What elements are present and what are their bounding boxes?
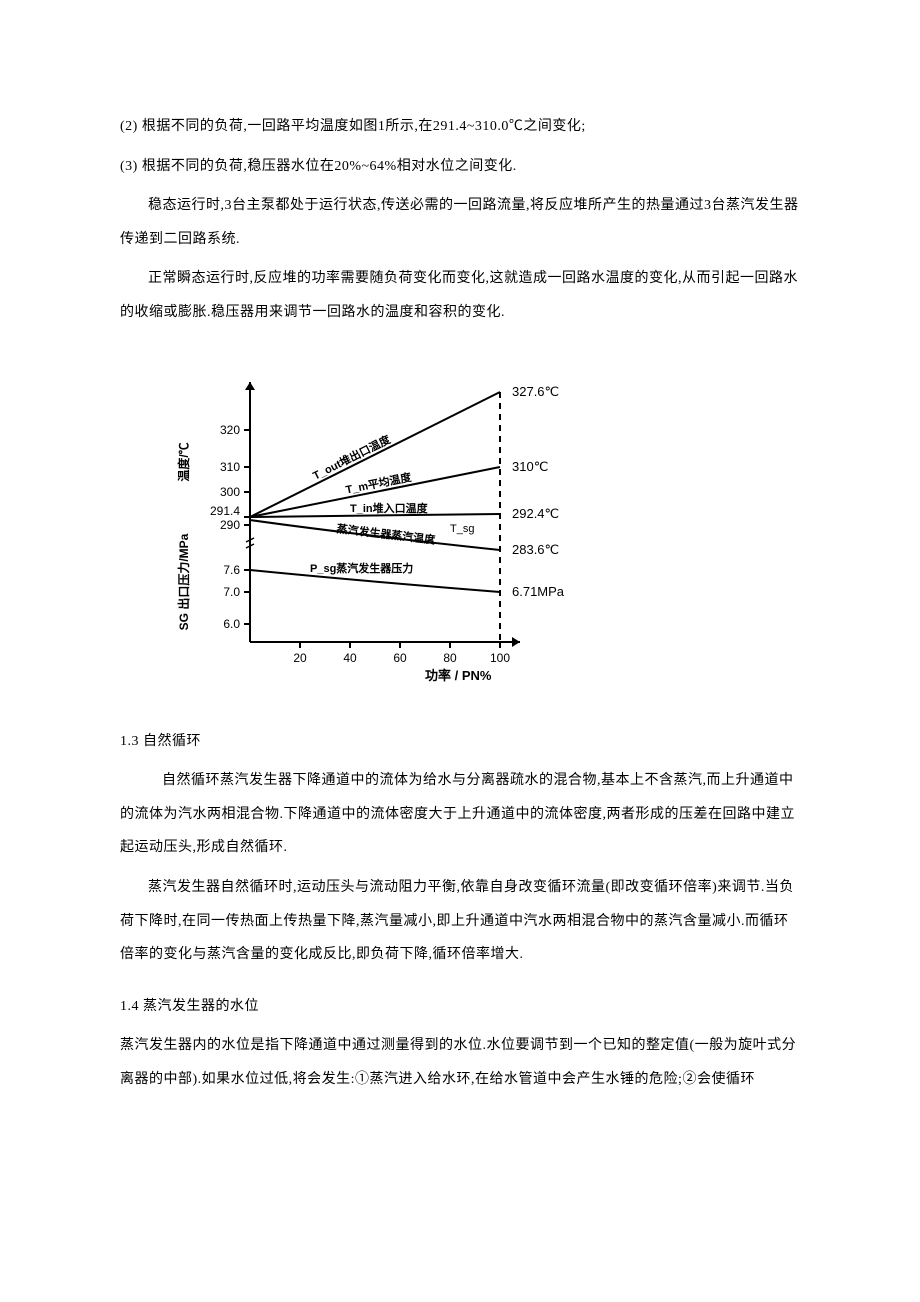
- paragraph-water-level: 蒸汽发生器内的水位是指下降通道中通过测量得到的水位.水位要调节到一个已知的整定值…: [120, 1029, 800, 1096]
- svg-text:蒸汽发生器蒸汽温度: 蒸汽发生器蒸汽温度: [336, 521, 437, 547]
- document-page: (2) 根据不同的负荷,一回路平均温度如图1所示,在291.4~310.0℃之间…: [0, 0, 920, 1163]
- svg-text:T_sg: T_sg: [450, 523, 474, 535]
- paragraph-steady: 稳态运行时,3台主泵都处于运行状态,传送必需的一回路流量,将反应堆所产生的热量通…: [120, 189, 800, 256]
- svg-text:温度/℃: 温度/℃: [176, 442, 191, 481]
- chart-svg: 20 40 60 80 100 功率 / PN% 300 310 320 291.4290 6.0 7…: [150, 352, 590, 702]
- svg-text:T_in堆入口温度: T_in堆入口温度: [350, 501, 429, 515]
- svg-text:60: 60: [393, 651, 407, 665]
- paragraph-nat-circ-1: 自然循环蒸汽发生器下降通道中的流体为给水与分离器疏水的混合物,基本上不含蒸汽,而…: [120, 764, 800, 865]
- svg-text:40: 40: [343, 651, 357, 665]
- paragraph-2: (2) 根据不同的负荷,一回路平均温度如图1所示,在291.4~310.0℃之间…: [120, 110, 800, 144]
- svg-text:SG 出口压力/MPa: SG 出口压力/MPa: [176, 533, 191, 630]
- svg-text:100: 100: [490, 651, 510, 665]
- svg-text:7.6: 7.6: [223, 563, 240, 577]
- svg-text:6.0: 6.0: [223, 617, 240, 631]
- svg-text:290: 290: [220, 518, 240, 532]
- section-1-3-title: 1.3 自然循环: [120, 725, 800, 759]
- svg-text:310℃: 310℃: [512, 459, 548, 474]
- svg-text:310: 310: [220, 460, 240, 474]
- svg-text:T_m平均温度: T_m平均温度: [344, 469, 413, 496]
- svg-text:291.4: 291.4: [210, 504, 240, 518]
- svg-text:P_sg蒸汽发生器压力: P_sg蒸汽发生器压力: [310, 561, 413, 575]
- svg-text:292.4℃: 292.4℃: [512, 506, 559, 521]
- svg-text:20: 20: [293, 651, 307, 665]
- svg-text:80: 80: [443, 651, 457, 665]
- svg-text:283.6℃: 283.6℃: [512, 542, 559, 557]
- svg-text:6.71MPa: 6.71MPa: [512, 584, 565, 599]
- svg-text:7.0: 7.0: [223, 585, 240, 599]
- paragraph-3: (3) 根据不同的负荷,稳压器水位在20%~64%相对水位之间变化.: [120, 150, 800, 184]
- paragraph-transient: 正常瞬态运行时,反应堆的功率需要随负荷变化而变化,这就造成一回路水温度的变化,从…: [120, 262, 800, 329]
- svg-text:功率 / PN%: 功率 / PN%: [425, 668, 492, 683]
- svg-text:320: 320: [220, 423, 240, 437]
- svg-text:300: 300: [220, 485, 240, 499]
- svg-text:T_out堆出口温度: T_out堆出口温度: [310, 431, 393, 482]
- svg-text:327.6℃: 327.6℃: [512, 384, 559, 399]
- figure-1-chart: 20 40 60 80 100 功率 / PN% 300 310 320 291.4290 6.0 7…: [150, 352, 800, 707]
- paragraph-nat-circ-2: 蒸汽发生器自然循环时,运动压头与流动阻力平衡,依靠自身改变循环流量(即改变循环倍…: [120, 871, 800, 972]
- section-1-4-title: 1.4 蒸汽发生器的水位: [120, 990, 800, 1024]
